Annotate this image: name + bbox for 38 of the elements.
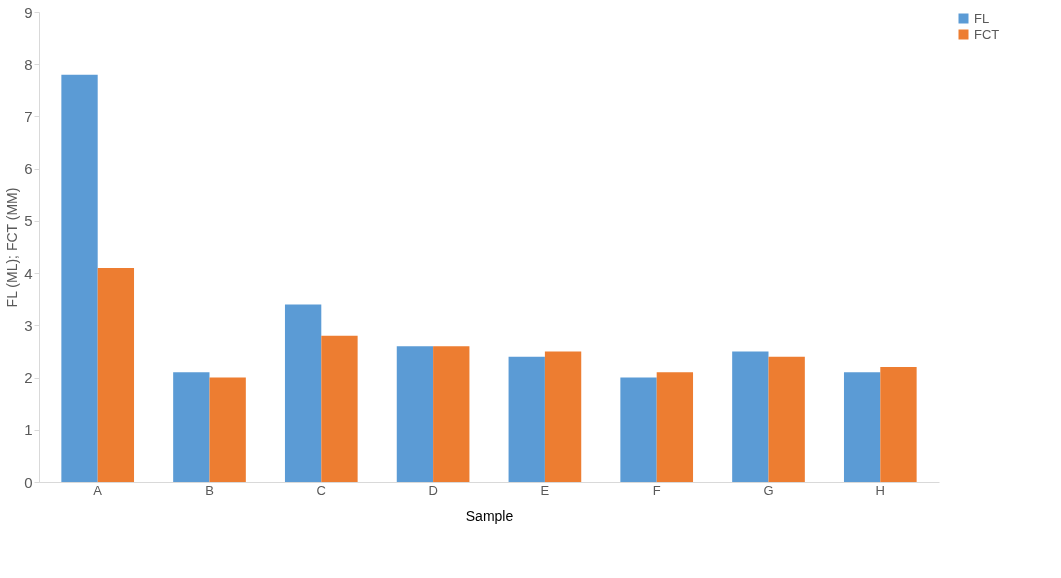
bar [732,351,769,482]
x-tick-label: F [652,482,661,498]
y-tick-label: 3 [24,316,33,334]
x-tick-label: D [428,482,438,498]
bar [396,346,434,482]
y-tick-label: 2 [24,369,33,387]
bar [768,356,805,482]
y-tick-label: 1 [24,421,33,439]
bar [433,346,470,482]
x-tick-label: A [93,482,103,498]
bar [321,335,358,482]
bar [284,304,322,482]
y-tick-label: 4 [24,264,33,282]
y-tick-label: 7 [24,107,33,125]
bar [97,267,135,482]
y-tick-label: 6 [24,160,33,178]
legend-label: FL [974,10,990,26]
bar [880,367,917,482]
y-tick-label: 5 [24,212,33,230]
y-tick-label: 9 [24,3,33,21]
bar [508,356,545,482]
bar [843,372,881,482]
bar [620,377,657,482]
x-tick-label: B [205,482,214,498]
y-tick-label: 8 [24,55,33,73]
x-tick-label: G [763,482,774,498]
bar [544,351,582,482]
y-tick-label: 0 [24,473,33,491]
bar [173,372,210,482]
y-axis-title: FL (ML); FCT (MM) [4,187,21,308]
x-tick-label: H [875,482,885,498]
x-axis-title: Sample [465,507,514,524]
bar [209,377,246,482]
x-tick-label: E [540,482,550,498]
legend-label: FCT [974,26,1000,42]
bar [61,74,98,482]
x-tick-label: C [316,482,326,498]
bar [656,372,694,482]
